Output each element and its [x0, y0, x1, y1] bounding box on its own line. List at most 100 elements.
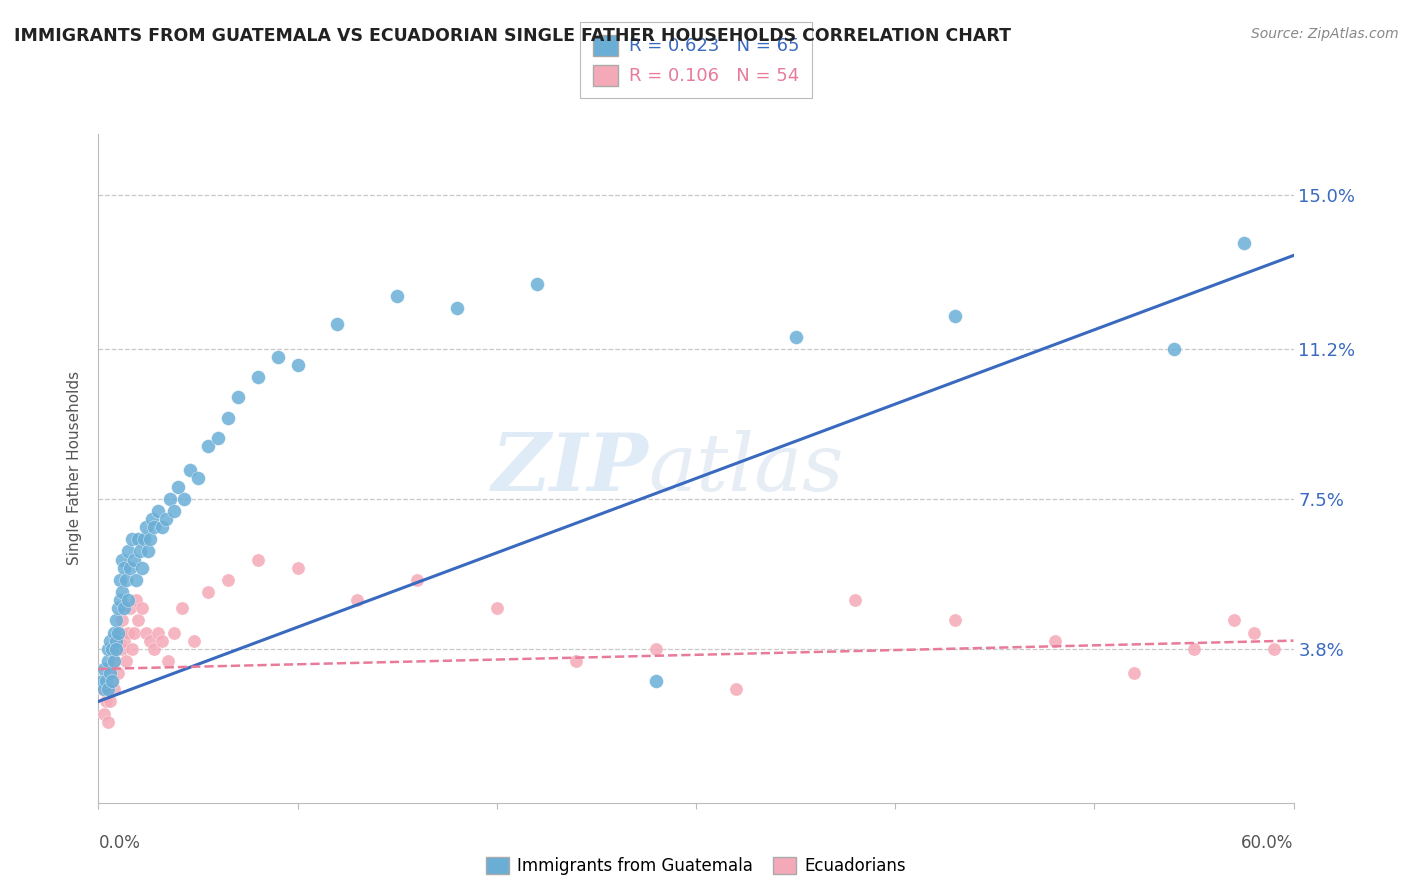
Point — [111, 585, 134, 599]
Point — [183, 633, 205, 648]
Point — [121, 533, 143, 547]
Point — [100, 694, 122, 708]
Point — [93, 706, 115, 721]
Point — [346, 593, 368, 607]
Point — [197, 439, 219, 453]
Point — [105, 641, 128, 656]
Point — [217, 410, 239, 425]
Point — [1233, 236, 1256, 251]
Point — [159, 491, 181, 506]
Point — [179, 463, 201, 477]
Point — [134, 533, 156, 547]
Point — [1182, 641, 1205, 656]
Point — [645, 641, 668, 656]
Point — [103, 625, 125, 640]
Point — [163, 504, 186, 518]
Point — [143, 520, 166, 534]
Point — [100, 666, 122, 681]
Point — [129, 544, 152, 558]
Point — [101, 674, 124, 689]
Point — [785, 329, 807, 343]
Point — [96, 674, 118, 689]
Point — [107, 633, 129, 648]
Point — [943, 310, 966, 324]
Point — [97, 714, 120, 729]
Text: atlas: atlas — [648, 430, 844, 507]
Point — [110, 593, 132, 607]
Point — [112, 560, 135, 574]
Point — [148, 504, 170, 518]
Point — [120, 560, 142, 574]
Point — [1243, 625, 1265, 640]
Y-axis label: Single Father Households: Single Father Households — [67, 371, 83, 566]
Point — [117, 593, 139, 607]
Point — [105, 613, 128, 627]
Point — [97, 682, 120, 697]
Point — [97, 654, 120, 668]
Point — [526, 277, 548, 291]
Point — [111, 613, 134, 627]
Point — [120, 601, 142, 615]
Point — [135, 625, 157, 640]
Point — [226, 390, 249, 404]
Point — [110, 625, 132, 640]
Point — [103, 654, 125, 668]
Point — [127, 613, 149, 627]
Point — [267, 350, 290, 364]
Point — [139, 633, 162, 648]
Point — [943, 613, 966, 627]
Point — [150, 633, 173, 648]
Point — [287, 560, 309, 574]
Text: 60.0%: 60.0% — [1241, 834, 1294, 852]
Point — [115, 654, 138, 668]
Point — [844, 593, 866, 607]
Point — [148, 625, 170, 640]
Point — [103, 654, 125, 668]
Text: IMMIGRANTS FROM GUATEMALA VS ECUADORIAN SINGLE FATHER HOUSEHOLDS CORRELATION CHA: IMMIGRANTS FROM GUATEMALA VS ECUADORIAN … — [14, 27, 1011, 45]
Point — [135, 520, 157, 534]
Point — [124, 552, 146, 566]
Point — [1123, 666, 1146, 681]
Point — [141, 512, 163, 526]
Point — [167, 479, 190, 493]
Point — [91, 674, 114, 689]
Point — [155, 512, 177, 526]
Point — [139, 533, 162, 547]
Point — [111, 641, 134, 656]
Point — [150, 520, 173, 534]
Point — [406, 573, 429, 587]
Point — [1222, 613, 1246, 627]
Point — [565, 654, 588, 668]
Point — [91, 682, 114, 697]
Point — [187, 471, 209, 485]
Point — [110, 573, 132, 587]
Point — [125, 573, 148, 587]
Point — [385, 289, 409, 303]
Point — [157, 654, 180, 668]
Text: 0.0%: 0.0% — [98, 834, 141, 852]
Point — [97, 641, 120, 656]
Point — [197, 585, 219, 599]
Point — [93, 682, 115, 697]
Legend: Immigrants from Guatemala, Ecuadorians: Immigrants from Guatemala, Ecuadorians — [479, 850, 912, 881]
Point — [173, 491, 195, 506]
Point — [124, 625, 146, 640]
Point — [115, 573, 138, 587]
Point — [101, 641, 124, 656]
Point — [143, 641, 166, 656]
Point — [246, 552, 269, 566]
Text: ZIP: ZIP — [491, 430, 648, 507]
Point — [127, 533, 149, 547]
Point — [117, 544, 139, 558]
Point — [485, 601, 508, 615]
Point — [103, 682, 125, 697]
Point — [1263, 641, 1285, 656]
Point — [724, 682, 747, 697]
Point — [112, 601, 135, 615]
Point — [107, 625, 129, 640]
Point — [163, 625, 186, 640]
Point — [287, 358, 309, 372]
Point — [131, 560, 153, 574]
Point — [111, 552, 134, 566]
Point — [105, 641, 128, 656]
